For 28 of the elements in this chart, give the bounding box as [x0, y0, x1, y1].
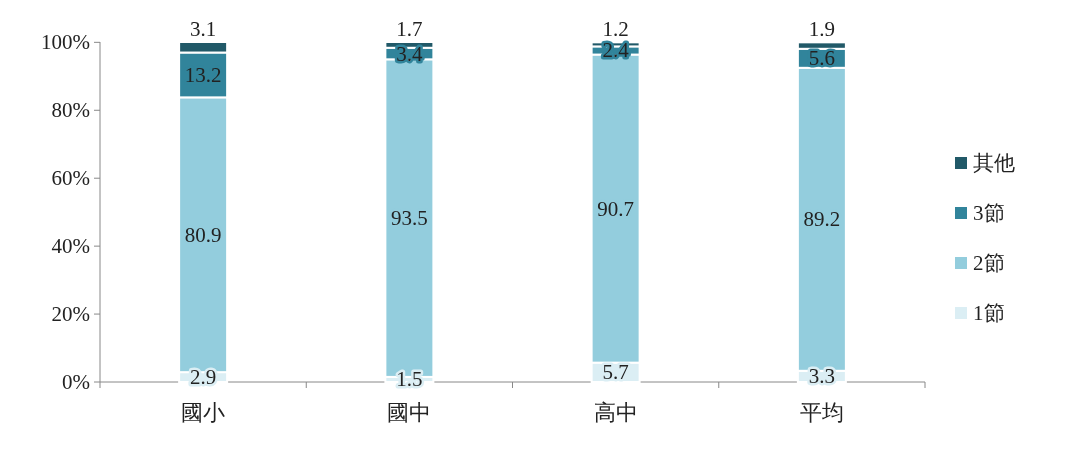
data-label: 3.1	[190, 17, 217, 41]
legend-label: 其他	[973, 151, 1015, 175]
x-tick-label: 高中	[593, 400, 638, 425]
y-tick-label: 0%	[62, 370, 90, 394]
y-tick-label: 80%	[51, 98, 90, 123]
data-label: 3.3	[808, 364, 835, 389]
data-label: 89.2	[803, 207, 841, 232]
data-label: 5.7	[602, 360, 629, 385]
data-label: 90.7	[597, 196, 634, 221]
y-tick-label: 100%	[41, 30, 90, 55]
x-tick-label: 平均	[799, 400, 844, 425]
data-label: 1.7	[396, 17, 423, 41]
data-label: 5.6	[808, 46, 835, 71]
y-tick-label: 40%	[51, 234, 90, 259]
data-label: 1.2	[602, 17, 629, 42]
y-tick-label: 60%	[51, 166, 90, 191]
data-label: 80.9	[184, 222, 222, 247]
data-label: 93.5	[391, 206, 428, 231]
data-label: 1.5	[396, 367, 423, 392]
data-label: 2.9	[190, 365, 217, 390]
data-label: 13.2	[184, 62, 222, 87]
legend-label: 1節	[973, 301, 1005, 325]
x-tick-label: 國中	[387, 400, 432, 425]
legend-label: 2節	[973, 251, 1005, 275]
x-tick-label: 國小	[181, 400, 226, 425]
legend-label: 3節	[973, 201, 1005, 225]
data-label: 1.9	[808, 17, 835, 42]
y-tick-label: 20%	[51, 302, 90, 327]
